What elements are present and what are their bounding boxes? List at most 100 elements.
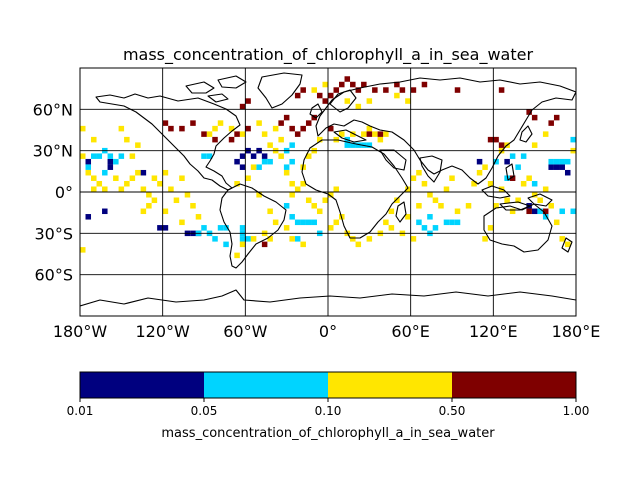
data-cell	[272, 125, 279, 132]
data-cell	[294, 236, 301, 242]
data-cell	[217, 120, 224, 126]
data-cell	[278, 153, 284, 159]
data-cell	[256, 192, 262, 198]
data-cell	[102, 169, 108, 176]
coastline-new-guinea	[527, 193, 553, 207]
data-cell	[223, 225, 229, 231]
data-cell	[383, 87, 389, 93]
data-cell	[405, 214, 411, 220]
data-cell	[129, 153, 136, 159]
coastline-arctic-islands	[185, 81, 215, 94]
data-cell	[223, 241, 229, 248]
data-cell	[553, 219, 560, 226]
data-cell	[454, 87, 461, 93]
map-title: mass_concentration_of_chlorophyll_a_in_s…	[123, 45, 534, 65]
data-cell	[509, 153, 516, 159]
data-cell	[234, 180, 240, 187]
data-cell	[102, 186, 108, 192]
data-cell	[311, 87, 317, 93]
data-cell	[548, 203, 554, 209]
data-cell	[388, 225, 395, 231]
data-cell	[228, 125, 235, 132]
data-cell	[443, 219, 450, 226]
coastline-british-isles	[309, 103, 323, 119]
data-cell	[465, 203, 472, 209]
data-cell	[383, 131, 389, 137]
colorbar-swatch	[80, 372, 204, 398]
colorbar-swatch	[204, 372, 328, 398]
data-cell	[526, 109, 532, 115]
data-cell	[487, 180, 494, 187]
data-cell	[311, 114, 317, 121]
data-cell	[564, 158, 571, 165]
data-cell	[267, 236, 273, 242]
data-cell	[217, 225, 224, 231]
data-cell	[339, 81, 345, 88]
coastline-antarctica	[80, 289, 576, 307]
data-cell	[168, 125, 174, 132]
data-cell	[526, 208, 532, 215]
data-cell	[129, 175, 136, 181]
data-cell	[91, 186, 97, 192]
data-cell	[206, 131, 213, 137]
data-cell	[531, 114, 538, 121]
data-cell	[239, 103, 246, 110]
y-tick-label: 30°N	[33, 142, 73, 161]
data-cell	[239, 241, 246, 248]
data-cell	[531, 142, 538, 148]
data-cell	[278, 120, 284, 126]
data-cell	[498, 142, 505, 148]
data-cell	[482, 236, 488, 242]
data-cell	[438, 203, 444, 209]
data-cell	[316, 92, 323, 99]
coastline-australia	[483, 203, 553, 253]
data-cell	[168, 186, 174, 192]
data-cell	[118, 153, 125, 159]
x-tick-label: 60°W	[223, 322, 267, 341]
data-cell	[509, 208, 516, 215]
data-cell	[239, 236, 246, 242]
data-cell	[531, 208, 538, 215]
data-cell	[559, 236, 565, 242]
data-cell	[294, 92, 301, 99]
colorbar-tick-label: 0.50	[439, 404, 466, 418]
data-cell	[283, 203, 290, 209]
data-cell	[283, 164, 290, 170]
data-cell	[498, 87, 505, 93]
data-cell	[102, 208, 108, 215]
coastline-indonesia	[481, 185, 511, 199]
data-cell	[146, 192, 152, 198]
data-cell	[344, 98, 351, 104]
data-cell	[405, 186, 411, 192]
data-cell	[294, 131, 301, 137]
y-tick-label: 30°S	[34, 224, 73, 243]
coastline-north-america	[95, 93, 241, 191]
data-cell	[162, 208, 169, 215]
colorbar-swatch	[328, 372, 452, 398]
data-cell	[564, 169, 571, 176]
data-cell	[350, 81, 356, 88]
data-cell	[316, 208, 323, 215]
data-cell	[542, 214, 549, 220]
data-cell	[283, 169, 290, 176]
data-cell	[256, 164, 262, 170]
data-cell	[311, 203, 317, 209]
data-cell	[410, 236, 417, 242]
data-cell	[124, 180, 130, 187]
data-cell	[283, 114, 290, 121]
coastline-scandinavia	[329, 89, 357, 113]
data-cell	[80, 153, 86, 159]
map-frame	[79, 67, 577, 317]
data-cell	[305, 153, 312, 159]
data-cell	[157, 225, 163, 231]
data-cell	[289, 158, 295, 165]
data-cell	[107, 153, 114, 159]
data-cell	[261, 131, 268, 137]
colorbar-label: mass_concentration_of_chlorophyll_a_in_s…	[161, 426, 495, 441]
data-cell	[339, 131, 345, 137]
coastlines	[80, 72, 576, 307]
data-cell	[487, 136, 494, 143]
data-cell	[328, 225, 334, 231]
axis-ticks: 180°W 120°W 60°W 0° 60°E 120°E 180°E 60°N 30°N 0°…	[33, 100, 601, 341]
data-cell	[548, 164, 554, 170]
